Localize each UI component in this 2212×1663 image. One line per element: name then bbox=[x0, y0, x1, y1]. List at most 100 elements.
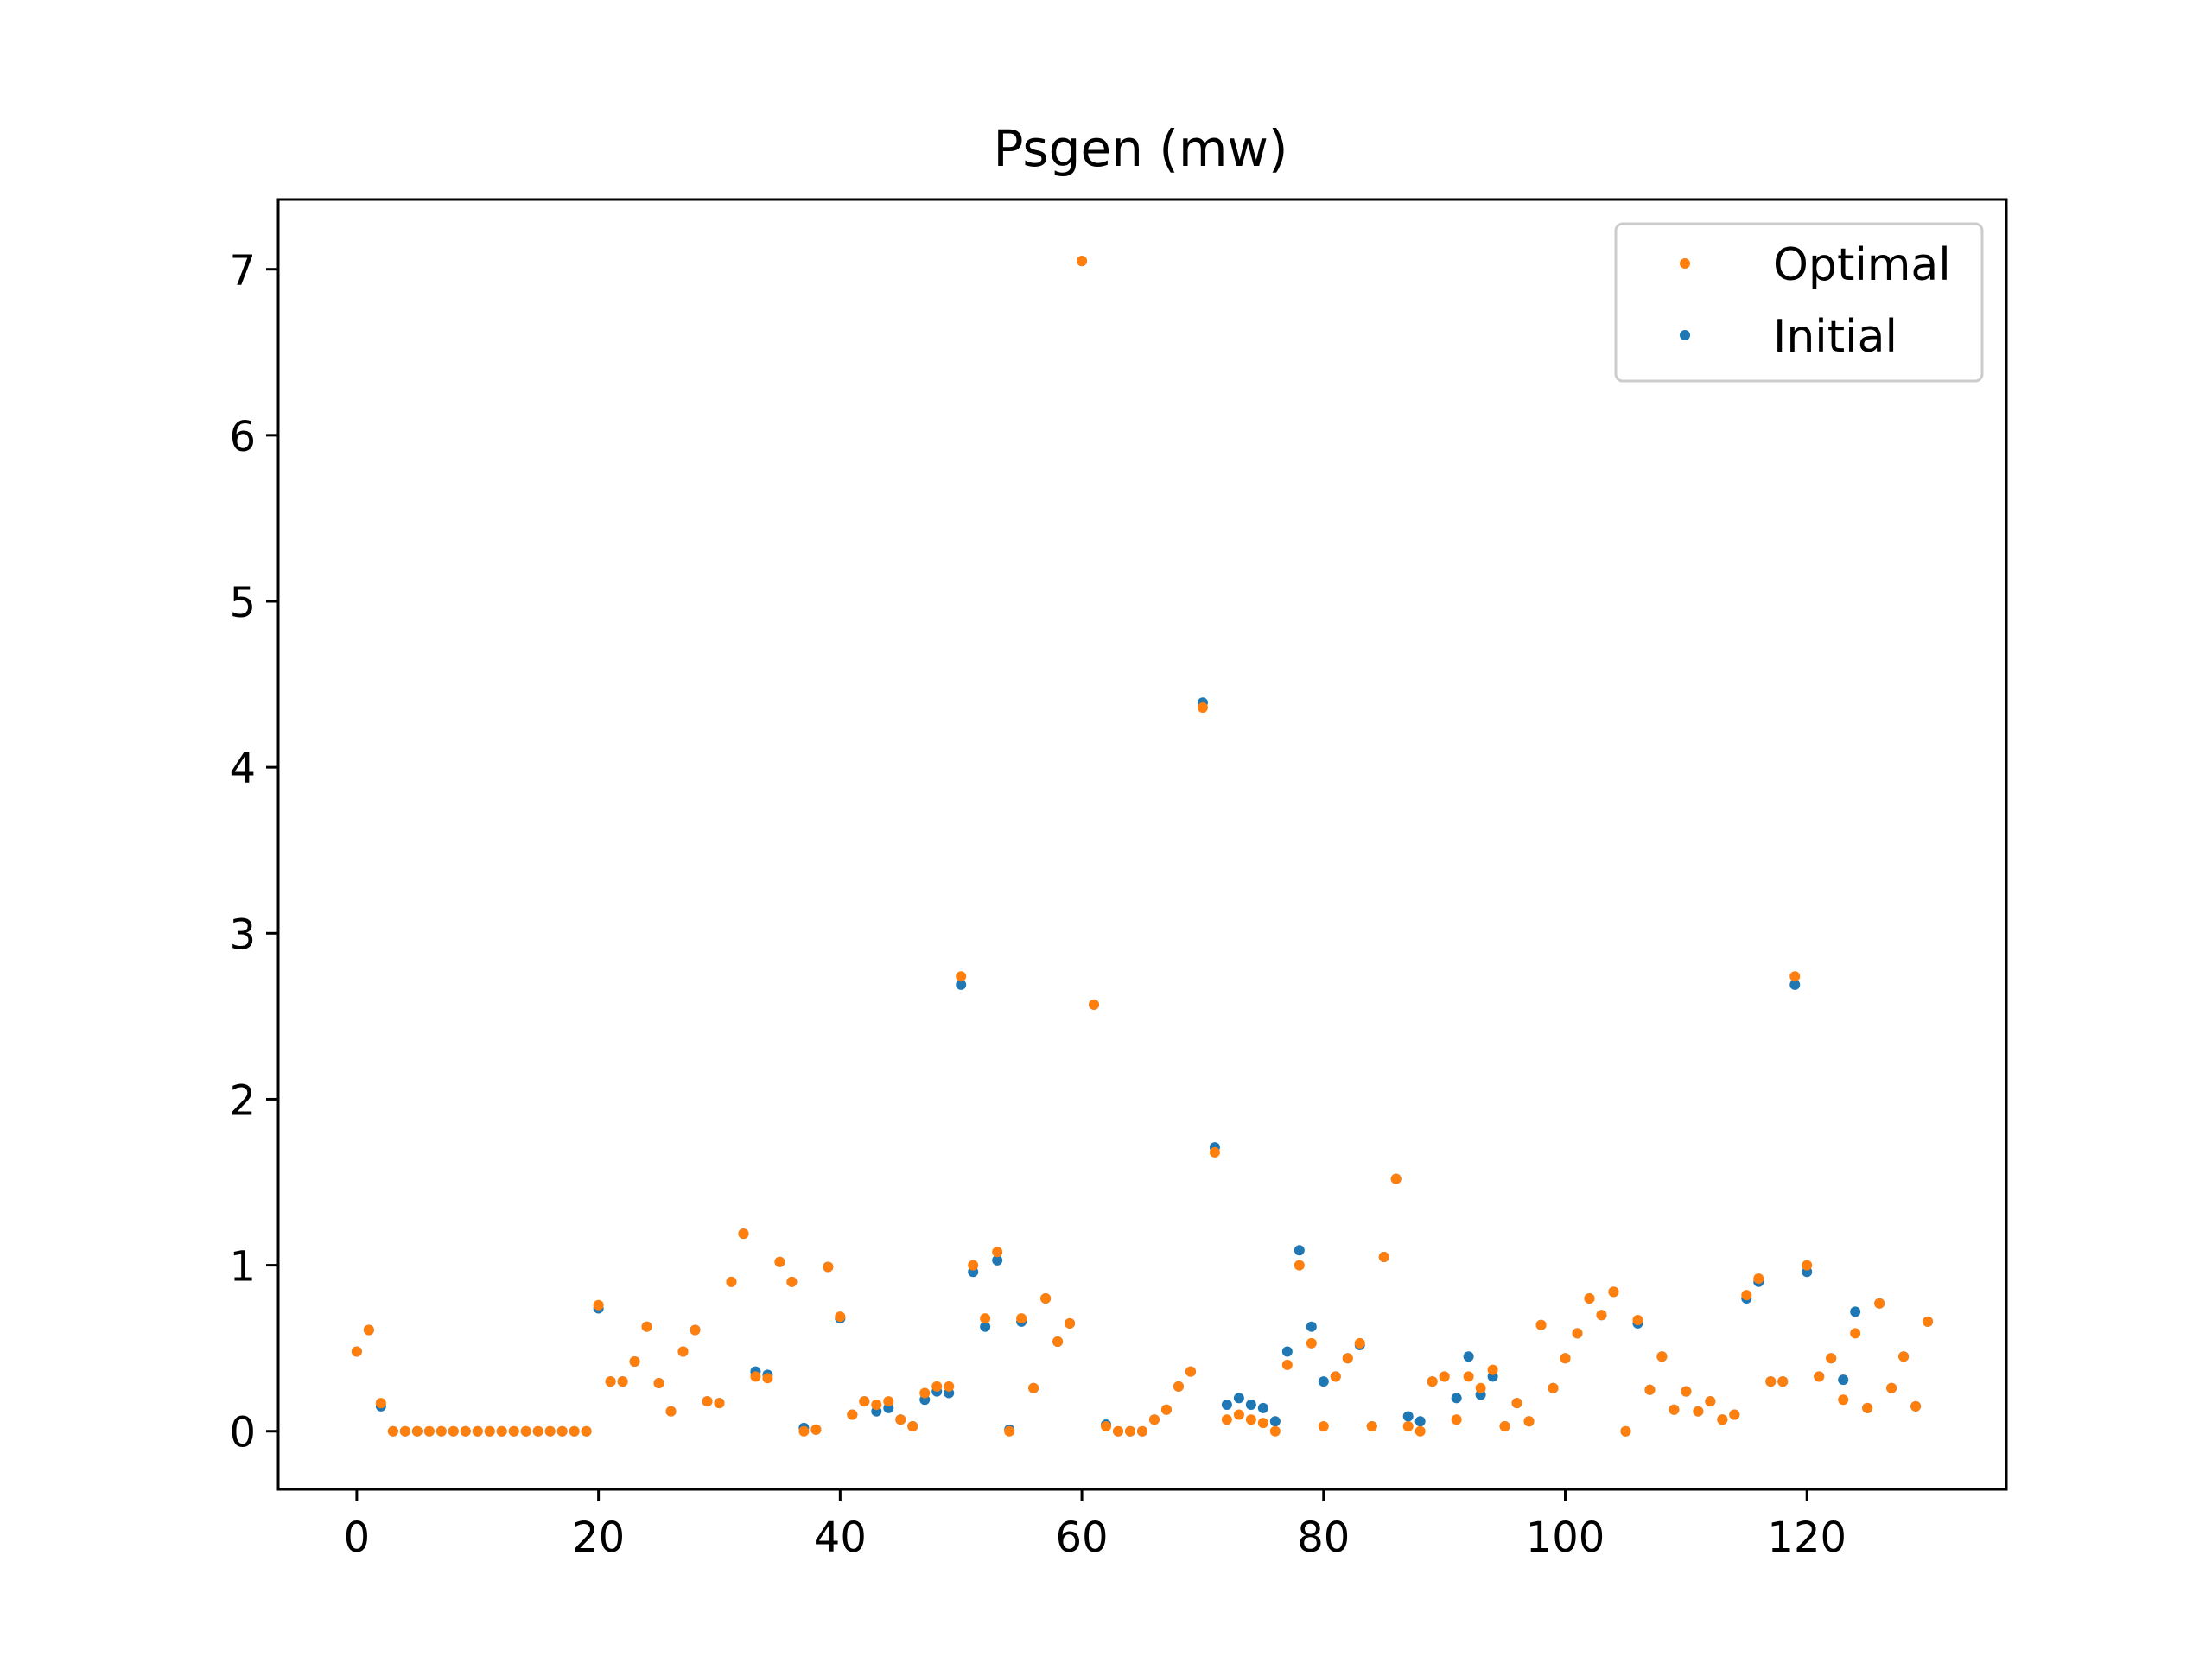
point-optimal bbox=[968, 1260, 979, 1271]
point-optimal bbox=[1366, 1420, 1377, 1431]
x-tick-label: 40 bbox=[814, 1514, 867, 1562]
point-optimal bbox=[1185, 1366, 1196, 1377]
point-optimal bbox=[810, 1424, 822, 1435]
point-optimal bbox=[399, 1425, 410, 1437]
point-optimal bbox=[1342, 1353, 1353, 1364]
point-initial bbox=[1306, 1321, 1317, 1332]
y-tick-label: 6 bbox=[229, 413, 256, 461]
point-optimal bbox=[1705, 1396, 1716, 1407]
point-optimal bbox=[919, 1387, 931, 1399]
point-optimal bbox=[1414, 1425, 1426, 1437]
point-optimal bbox=[895, 1414, 906, 1425]
point-initial bbox=[1451, 1393, 1462, 1404]
point-optimal bbox=[1475, 1382, 1486, 1393]
legend-label-optimal: Optimal bbox=[1773, 239, 1951, 291]
point-optimal bbox=[750, 1371, 761, 1382]
point-optimal bbox=[1463, 1371, 1474, 1382]
point-optimal bbox=[690, 1324, 701, 1336]
point-optimal bbox=[1826, 1353, 1837, 1364]
y-tick-label: 4 bbox=[229, 745, 256, 793]
legend-marker-initial bbox=[1680, 330, 1690, 340]
point-optimal bbox=[1306, 1337, 1317, 1349]
point-optimal bbox=[1113, 1425, 1124, 1437]
point-optimal bbox=[1511, 1398, 1522, 1409]
x-tick-label: 0 bbox=[344, 1514, 371, 1562]
point-optimal bbox=[1269, 1425, 1281, 1437]
point-optimal bbox=[1028, 1382, 1039, 1393]
point-optimal bbox=[1898, 1351, 1910, 1362]
point-optimal bbox=[1656, 1351, 1668, 1362]
point-optimal bbox=[1439, 1371, 1450, 1382]
point-optimal bbox=[435, 1425, 447, 1437]
point-optimal bbox=[1148, 1414, 1160, 1425]
point-optimal bbox=[496, 1425, 507, 1437]
point-optimal bbox=[351, 1346, 362, 1357]
point-initial bbox=[992, 1254, 1003, 1266]
point-optimal bbox=[798, 1425, 810, 1437]
y-tick-label: 7 bbox=[229, 247, 256, 295]
point-initial bbox=[1789, 979, 1801, 990]
point-optimal bbox=[1596, 1310, 1607, 1321]
point-optimal bbox=[931, 1381, 943, 1392]
point-optimal bbox=[847, 1409, 858, 1420]
point-optimal bbox=[1451, 1414, 1462, 1425]
legend-marker-optimal bbox=[1680, 258, 1690, 269]
y-tick-label: 1 bbox=[229, 1243, 256, 1292]
point-initial bbox=[1850, 1306, 1861, 1317]
point-optimal bbox=[1354, 1337, 1365, 1349]
point-optimal bbox=[1802, 1260, 1813, 1271]
point-optimal bbox=[1257, 1418, 1268, 1429]
point-optimal bbox=[1499, 1420, 1510, 1431]
point-optimal bbox=[1608, 1286, 1619, 1298]
point-optimal bbox=[460, 1425, 471, 1437]
point-optimal bbox=[1572, 1328, 1583, 1339]
point-optimal bbox=[762, 1373, 773, 1384]
point-optimal bbox=[641, 1321, 652, 1332]
point-optimal bbox=[1620, 1425, 1631, 1437]
point-optimal bbox=[375, 1398, 386, 1409]
x-tick-label: 100 bbox=[1526, 1514, 1605, 1562]
point-optimal bbox=[883, 1396, 894, 1407]
point-optimal bbox=[1729, 1409, 1740, 1420]
point-optimal bbox=[665, 1406, 677, 1417]
point-optimal bbox=[1850, 1328, 1861, 1339]
point-initial bbox=[1245, 1400, 1256, 1411]
point-optimal bbox=[1173, 1381, 1184, 1392]
point-optimal bbox=[1753, 1273, 1764, 1284]
point-optimal bbox=[629, 1356, 640, 1368]
point-optimal bbox=[1390, 1173, 1402, 1184]
legend: Optimal Initial bbox=[1614, 222, 1984, 383]
point-optimal bbox=[1669, 1404, 1680, 1415]
point-optimal bbox=[1004, 1425, 1015, 1437]
point-optimal bbox=[1886, 1382, 1897, 1393]
point-optimal bbox=[956, 971, 967, 982]
point-optimal bbox=[1693, 1406, 1704, 1417]
x-tick-label: 80 bbox=[1297, 1514, 1350, 1562]
point-optimal bbox=[738, 1228, 749, 1240]
point-optimal bbox=[944, 1381, 955, 1392]
plot-frame bbox=[276, 198, 2008, 1491]
point-initial bbox=[1294, 1245, 1305, 1256]
point-optimal bbox=[1077, 256, 1088, 267]
point-optimal bbox=[786, 1276, 798, 1287]
point-initial bbox=[1221, 1400, 1232, 1411]
point-optimal bbox=[1065, 1317, 1076, 1329]
point-optimal bbox=[1741, 1290, 1752, 1301]
point-initial bbox=[1318, 1376, 1329, 1387]
point-optimal bbox=[532, 1425, 543, 1437]
point-optimal bbox=[593, 1299, 604, 1311]
y-tick-label: 0 bbox=[229, 1409, 256, 1457]
x-tick-label: 20 bbox=[572, 1514, 625, 1562]
point-optimal bbox=[980, 1313, 991, 1324]
point-optimal bbox=[472, 1425, 483, 1437]
point-optimal bbox=[411, 1425, 423, 1437]
point-optimal bbox=[774, 1256, 785, 1267]
point-optimal bbox=[1862, 1402, 1873, 1413]
y-tick-label: 3 bbox=[229, 911, 256, 959]
point-optimal bbox=[1874, 1298, 1885, 1309]
point-initial bbox=[980, 1321, 991, 1332]
point-optimal bbox=[1125, 1425, 1136, 1437]
legend-box bbox=[1614, 222, 1984, 383]
point-optimal bbox=[1016, 1313, 1027, 1324]
